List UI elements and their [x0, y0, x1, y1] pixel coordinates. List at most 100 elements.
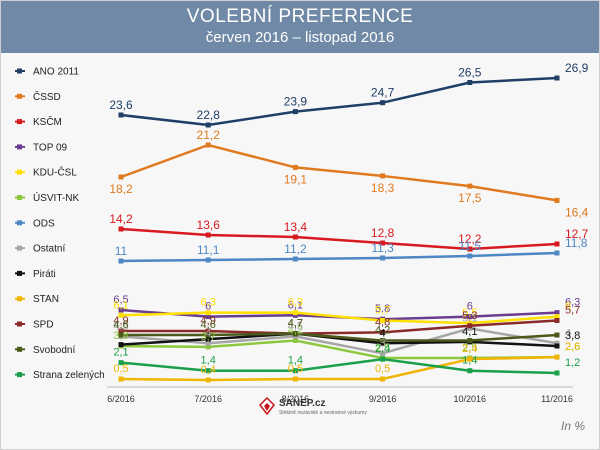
chart-title: VOLEBNÍ PREFERENCE	[186, 6, 414, 27]
data-label-top-09: 6	[205, 301, 211, 313]
data-label-ods: 11,8	[565, 236, 588, 250]
data-label-top-09: 5,8	[375, 303, 390, 315]
data-point-stan	[467, 356, 473, 362]
data-point-kscm	[205, 232, 211, 238]
series-line-ano-2011	[120, 76, 558, 127]
series-line-ods	[120, 251, 558, 263]
data-point-ods	[380, 255, 386, 261]
data-label-stan: 0,5	[113, 363, 128, 375]
data-label-ano-2011: 23,6	[109, 98, 133, 112]
data-label-spd: 4,7	[288, 318, 303, 330]
legend-marker-ano-2011	[17, 68, 22, 74]
data-point-stan	[118, 376, 124, 382]
data-point-top-09	[292, 312, 298, 318]
data-label-stan: 2,4	[462, 343, 477, 355]
data-point-ods	[118, 258, 124, 264]
legend-marker-spd	[17, 321, 22, 327]
legend-marker-svobodni	[17, 346, 22, 352]
data-label-kscm: 12,7	[565, 227, 589, 241]
legend-label-ano-2011: ANO 2011	[33, 67, 79, 78]
data-label-top-09: 6	[467, 301, 473, 313]
legend-marker-usvit-nk	[17, 195, 22, 200]
data-label-top-09: 6,1	[288, 299, 303, 311]
data-label-stan: 0,5	[375, 363, 390, 375]
legend-label-kdu-csl: KDU-ČSL	[33, 166, 77, 179]
data-label-pirati: 4	[380, 327, 386, 339]
legend-label-pirati: Piráti	[33, 269, 56, 280]
data-label-ano-2011: 24,7	[371, 86, 395, 100]
data-point-ano-2011	[467, 79, 473, 85]
data-label-ostatni: 4,5	[113, 320, 128, 332]
legend-label-svobodni: Svobodní	[33, 345, 75, 356]
data-point-kdu-csl	[292, 310, 298, 316]
data-label-pirati: 4,1	[462, 326, 477, 338]
legend-label-top-09: TOP 09	[33, 142, 68, 153]
data-label-usvit-nk: 4,2	[288, 325, 303, 337]
legend-marker-strana-zelenych	[17, 372, 22, 378]
x-tick-label: 7/2016	[194, 394, 222, 404]
series-line-strana-zelenych	[120, 357, 558, 375]
data-label-strana-zelenych: 1,2	[565, 357, 580, 369]
data-point-stan	[205, 377, 211, 383]
data-point-cssd	[380, 173, 386, 179]
series-line-stan	[120, 355, 558, 382]
data-label-spd: 4,8	[375, 316, 390, 328]
chart-header: VOLEBNÍ PREFERENCE červen 2016 – listopa…	[1, 1, 599, 53]
data-label-kdu-csl: 6,3	[288, 297, 303, 309]
data-point-pirati	[380, 340, 386, 346]
legend-marker-kscm	[17, 119, 22, 125]
data-label-ods: 11,5	[459, 239, 482, 253]
data-label-stan: 0,5	[288, 363, 303, 375]
data-point-spd	[554, 318, 560, 324]
logo-tagline: Striktně nezávislé a nestranné výzkumy	[279, 410, 367, 416]
data-point-svobodni	[292, 331, 298, 337]
data-label-kscm: 12,2	[458, 232, 482, 246]
legend-label-ods: ODS	[33, 218, 55, 229]
x-tick-label: 10/2016	[454, 394, 487, 404]
data-point-kdu-csl	[118, 312, 124, 318]
data-label-strana-zelenych: 2,1	[113, 347, 128, 359]
data-point-usvit-nk	[205, 344, 211, 350]
data-point-ano-2011	[380, 100, 386, 106]
data-point-pirati	[554, 343, 560, 349]
series-line-cssd	[120, 143, 558, 202]
data-label-top-09: 6,3	[565, 297, 580, 309]
logo-name: SANEP.cz	[279, 398, 326, 409]
data-point-ostatni	[205, 340, 211, 346]
data-label-kscm: 13,6	[197, 218, 221, 232]
data-point-ano-2011	[205, 122, 211, 128]
data-point-spd	[467, 323, 473, 329]
legend-label-spd: SPD	[33, 320, 54, 331]
data-point-ostatni	[380, 350, 386, 356]
data-label-ostatni: 3	[380, 337, 386, 349]
data-point-cssd	[554, 197, 560, 203]
data-label-ostatni: 4,5	[288, 320, 303, 332]
x-tick-label: 9/2016	[369, 394, 397, 404]
data-label-cssd: 21,2	[197, 128, 221, 142]
data-point-cssd	[292, 164, 298, 170]
data-point-pirati	[118, 342, 124, 348]
legend-marker-kdu-csl	[17, 169, 22, 175]
legend-label-strana-zelenych: Strana zelených	[33, 370, 105, 381]
series-line-pirati	[120, 332, 558, 348]
data-point-kscm	[292, 234, 298, 240]
data-point-stan	[554, 354, 560, 360]
data-label-usvit-nk: 2,6	[565, 341, 580, 353]
data-label-ano-2011: 22,8	[197, 108, 221, 122]
data-point-ods	[205, 257, 211, 263]
data-label-ods: 11,1	[197, 243, 220, 257]
data-point-pirati	[205, 336, 211, 342]
data-point-kdu-csl	[554, 314, 560, 320]
data-label-usvit-nk: 3,7	[201, 331, 216, 343]
data-label-kdu-csl: 5,7	[375, 305, 390, 317]
data-label-kscm: 13,4	[284, 220, 308, 234]
legend-label-kscm: KSČM	[33, 115, 62, 128]
data-point-kdu-csl	[380, 318, 386, 324]
series-line-svobodni	[121, 332, 558, 342]
data-point-cssd	[118, 174, 124, 180]
data-point-spd	[205, 328, 211, 334]
legend-marker-pirati	[17, 270, 22, 276]
data-label-pirati: 3,8	[565, 330, 580, 342]
